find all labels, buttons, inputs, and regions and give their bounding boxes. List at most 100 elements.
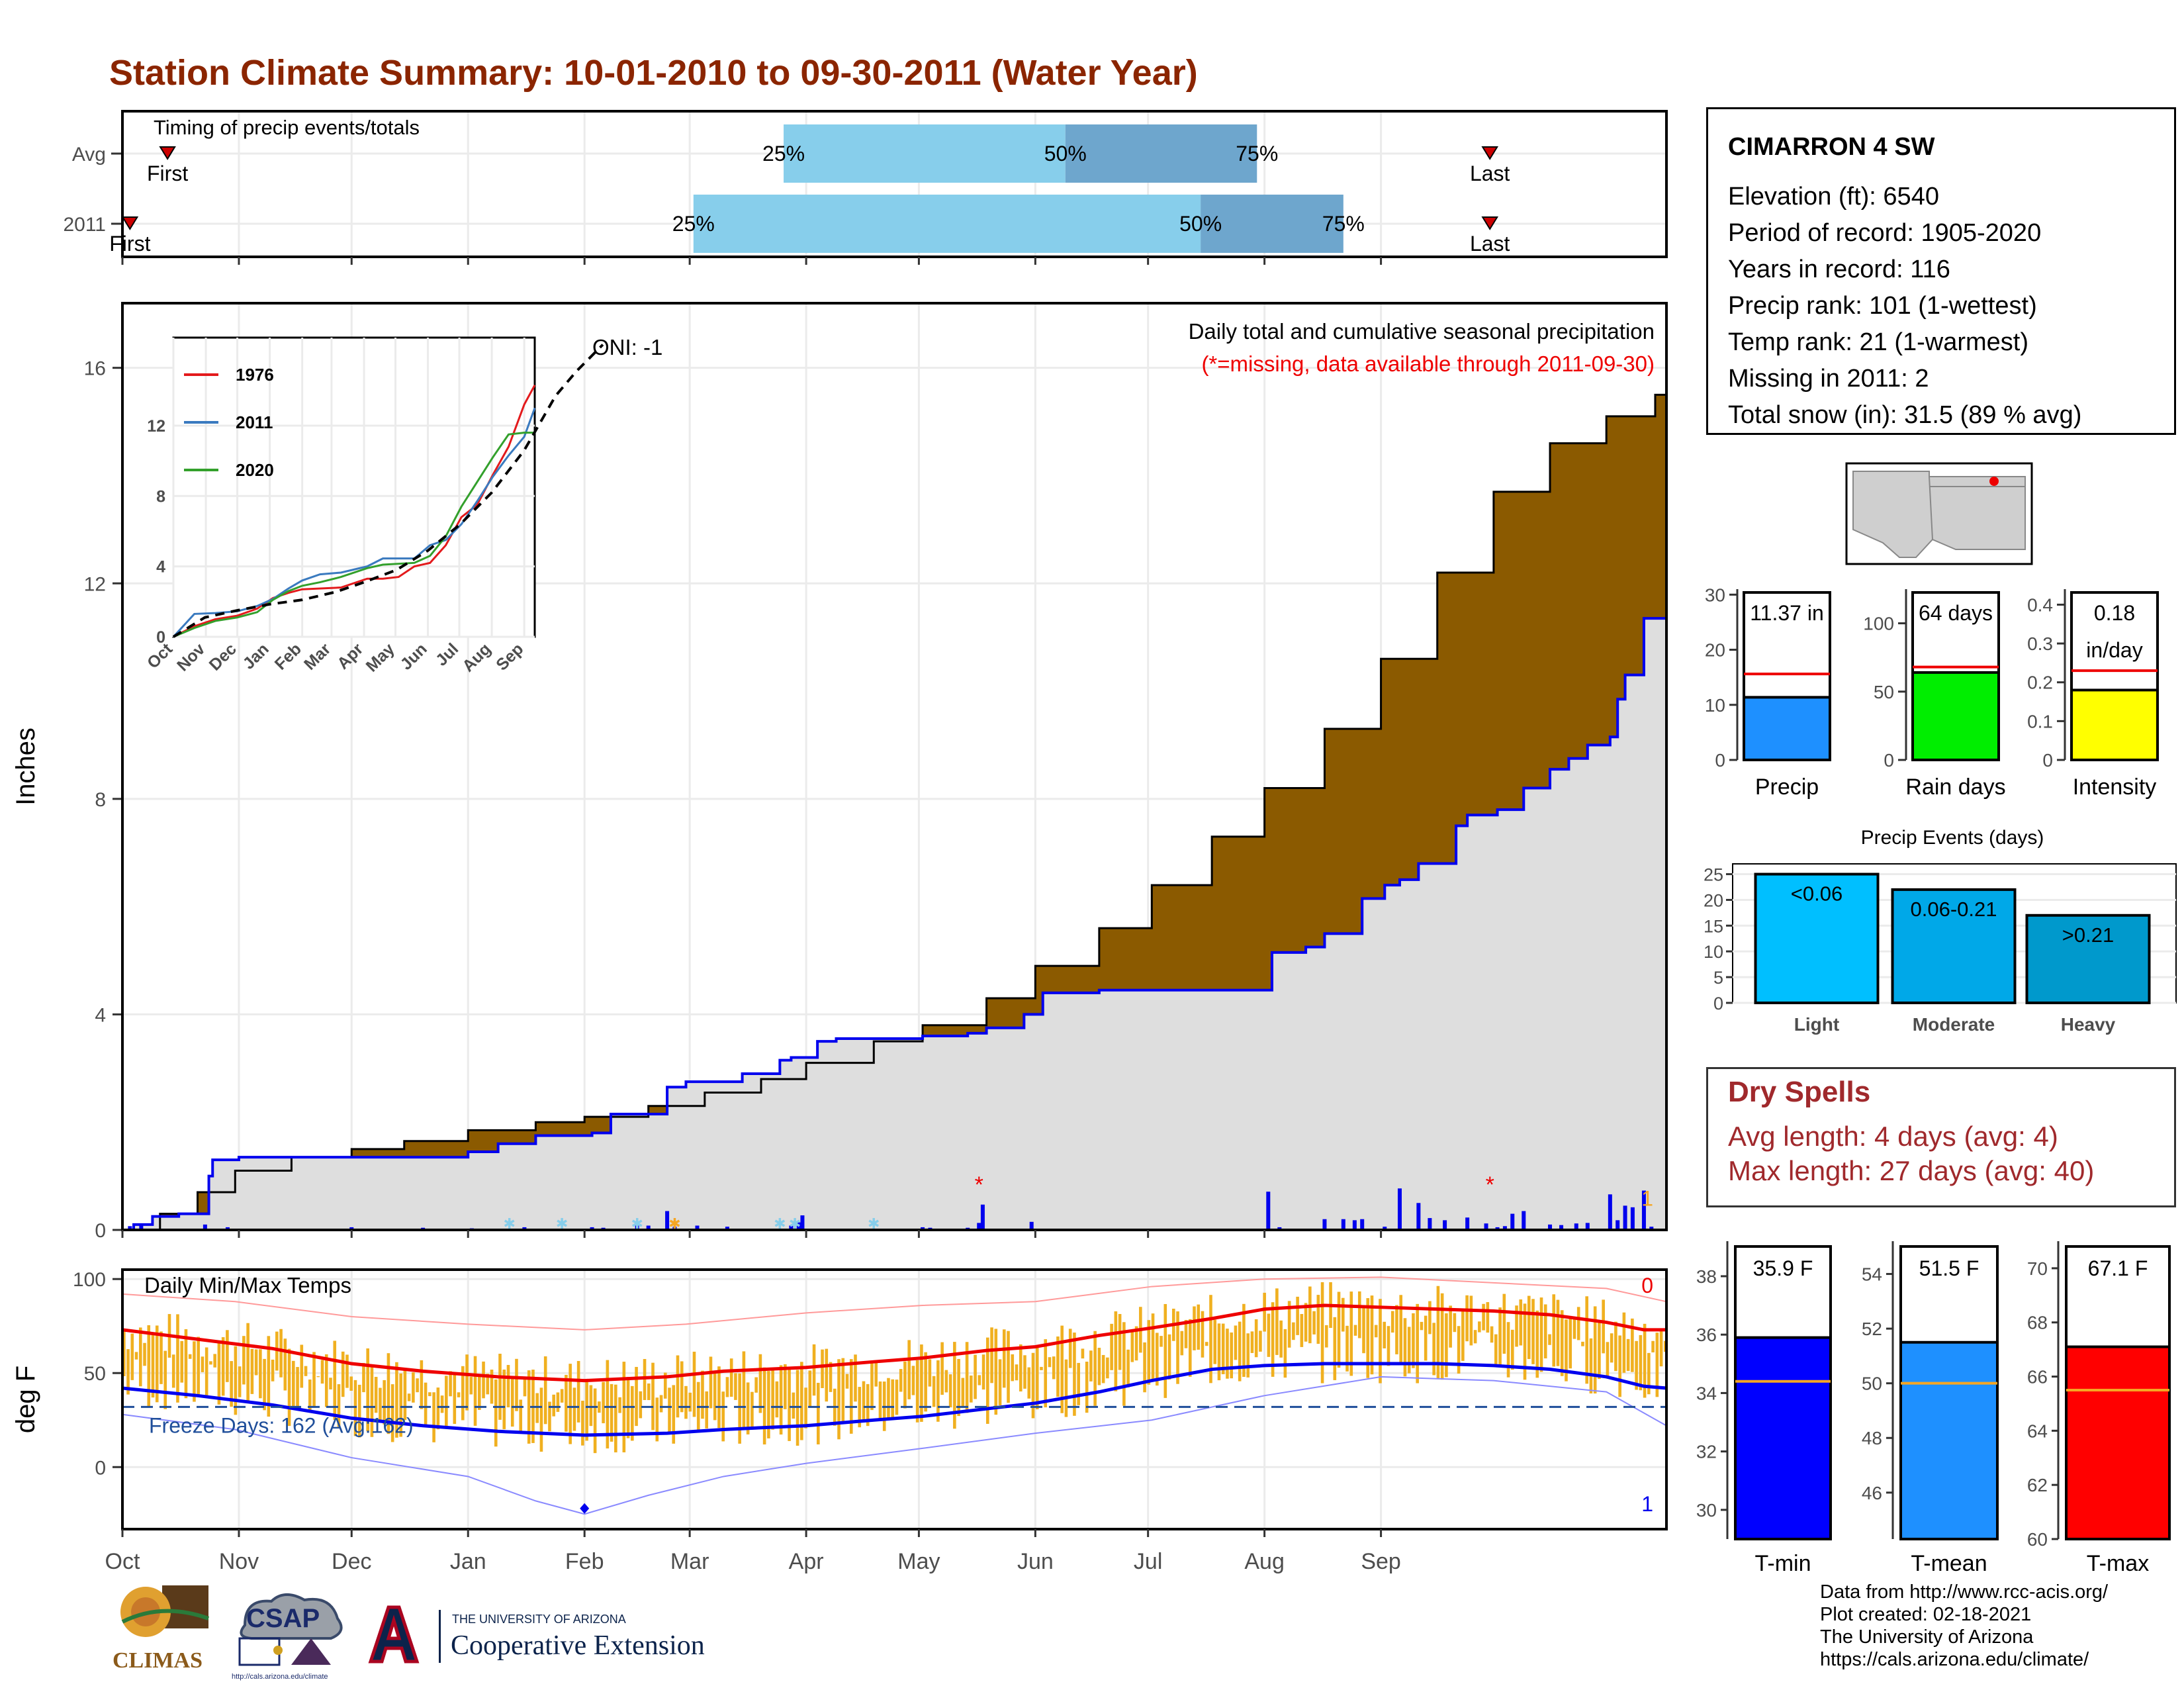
precip-daily-bar (695, 1225, 700, 1230)
tbar-label: T-min (1755, 1551, 1811, 1576)
temp-daily-bar (457, 1392, 461, 1397)
temp-daily-bar (337, 1384, 341, 1427)
temp-daily-bar (1349, 1291, 1353, 1376)
temp-daily-bar (395, 1362, 398, 1438)
temp-daily-bar (1412, 1313, 1415, 1368)
temp-daily-bar (589, 1385, 593, 1427)
temp-daily-bar (556, 1392, 560, 1412)
precip-daily-bar (1352, 1220, 1357, 1230)
dry-spells-title: Dry Spells (1728, 1076, 1871, 1108)
temp-daily-bar (1651, 1340, 1655, 1353)
mini-bar-label: Precip (1755, 774, 1819, 800)
month-label: Jul (1134, 1549, 1162, 1574)
precip-daily-bar (139, 1225, 144, 1230)
temp-daily-bar (1027, 1367, 1031, 1399)
temp-daily-bar (523, 1380, 527, 1397)
temp-daily-bar (978, 1375, 981, 1385)
temp-daily-bar (639, 1391, 643, 1419)
tbar-y-tick-label: 32 (1696, 1442, 1717, 1462)
tbar-y-tick-label: 46 (1862, 1483, 1882, 1503)
ua-cooperative-extension-logo[interactable]: THE UNIVERSITY OF ARIZONA Cooperative Ex… (361, 1602, 745, 1675)
temp-daily-bar (1606, 1342, 1610, 1379)
temp-daily-bar (1188, 1319, 1192, 1377)
temp-daily-bar (292, 1360, 295, 1408)
temp-daily-bar (1056, 1336, 1060, 1397)
temp-daily-bar (362, 1362, 365, 1393)
temp-daily-bar (246, 1323, 250, 1403)
temp-daily-bar (668, 1387, 671, 1433)
temp-daily-bar (1639, 1335, 1643, 1391)
temp-daily-bar (1205, 1342, 1208, 1346)
temp-daily-bar (1143, 1342, 1146, 1393)
temp-daily-bar (936, 1360, 940, 1422)
precip-daily-bar (1341, 1219, 1345, 1230)
temp-daily-bar (1643, 1323, 1647, 1398)
temp-daily-bar (1362, 1307, 1365, 1354)
temp-daily-bar (1432, 1323, 1435, 1376)
temp-daily-bar (688, 1392, 692, 1412)
temp-daily-bar (155, 1325, 159, 1403)
inset-avg-line (172, 344, 604, 638)
dry-spells-avg: Avg length: 4 days (avg: 4) (1728, 1121, 2058, 1152)
temp-daily-bar (1560, 1310, 1564, 1376)
temp-daily-bar (1659, 1331, 1663, 1367)
temp-daily-bar (1494, 1334, 1498, 1366)
precip-note-title: Daily total and cumulative seasonal prec… (1189, 319, 1655, 344)
inset-y-tick-label: 8 (156, 487, 165, 506)
timing-row-label: Avg (72, 144, 106, 165)
mini-y-tick-label: 0 (1884, 750, 1894, 771)
events-y-tick-label: 25 (1704, 865, 1723, 885)
temp-daily-bar (1519, 1299, 1523, 1346)
temp-daily-bar (1292, 1322, 1295, 1340)
precip-daily-bar (1277, 1227, 1282, 1230)
temp-daily-bar (1379, 1299, 1382, 1383)
precip-y-axis-title: Inches (11, 727, 40, 806)
temp-daily-bar (1556, 1299, 1560, 1366)
timing-first-marker (159, 146, 176, 160)
climas-logo[interactable]: CLIMAS (109, 1582, 218, 1678)
temp-daily-bar (1238, 1321, 1242, 1382)
station-period: Period of record: 1905-2020 (1728, 219, 2042, 247)
tbar-y-tick-label: 60 (2027, 1529, 2048, 1550)
precip-daily-bar (1510, 1213, 1515, 1230)
temp-daily-bar (440, 1395, 444, 1413)
temp-daily-bar (990, 1327, 993, 1383)
csap-logo-url: http://cals.arizona.edu/climate (232, 1673, 328, 1681)
precip-daily-bar (1465, 1217, 1470, 1230)
temp-daily-bar (506, 1364, 510, 1408)
tbar-label: T-mean (1911, 1551, 1987, 1576)
precip-frame (121, 302, 1668, 1231)
timing-last-label: Last (1470, 162, 1510, 185)
month-label: Oct (105, 1549, 140, 1574)
precip-event-marker: ✱ (503, 1215, 515, 1232)
csap-logo-graphic (238, 1593, 343, 1666)
temp-daily-bar (1440, 1293, 1444, 1380)
tbar-y-tick-label: 48 (1862, 1428, 1882, 1448)
temp-daily-bar (721, 1391, 725, 1442)
temp-daily-bar (655, 1397, 659, 1442)
temp-daily-bar (1531, 1299, 1535, 1364)
mini-y-tick-label: 50 (1874, 682, 1894, 702)
temp-daily-bar (887, 1378, 890, 1421)
precip-daily-bar (590, 1227, 594, 1230)
csap-logo[interactable]: CSAP http://cals.arizona.edu/climate (232, 1592, 351, 1685)
temp-daily-bar (494, 1379, 498, 1447)
events-bar (2025, 914, 2151, 1005)
temp-daily-bar (1101, 1354, 1105, 1383)
temp-daily-bar (461, 1366, 465, 1421)
precip-event-marker: ✱ (556, 1215, 568, 1232)
temp-daily-bar (734, 1373, 737, 1400)
precip-daily-bar (1029, 1221, 1034, 1230)
temp-daily-bar (1486, 1302, 1490, 1333)
temp-daily-bar (907, 1340, 911, 1399)
temp-daily-bar (366, 1348, 369, 1432)
precip-daily-bar (1428, 1218, 1432, 1230)
temp-daily-bar (193, 1341, 196, 1402)
station-dot (1989, 477, 1999, 486)
precip-daily-bar (1548, 1224, 1553, 1230)
precip-missing-marker: * (1486, 1172, 1494, 1197)
temp-record-min-marker (580, 1503, 590, 1514)
temp-daily-bar (1416, 1303, 1419, 1383)
temp-daily-bar (1647, 1352, 1651, 1395)
temp-daily-bar (953, 1342, 956, 1429)
